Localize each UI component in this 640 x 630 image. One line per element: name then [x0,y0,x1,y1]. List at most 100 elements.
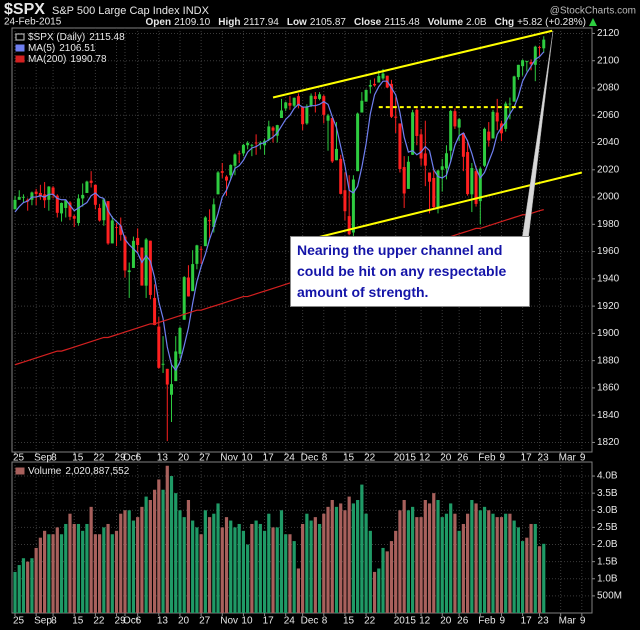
candle-body [449,110,453,151]
volume-bar [305,513,309,613]
x-tick-label: Dec [301,453,319,464]
candle-body [538,47,542,48]
x-tick-label: Sep [34,453,52,464]
y-tick-label: 2120 [597,28,620,39]
volume-bar [34,547,38,613]
y-tick-label: 1.0B [597,573,618,584]
y-tick-label: 2000 [597,192,620,203]
candle-body [229,164,233,176]
candle-body [406,161,410,189]
candle-body [318,94,322,99]
volume-bar [385,551,389,613]
x-tick-label: Nov [220,453,238,464]
candle-body [127,270,131,273]
volume-bar [330,500,334,613]
candle-body [330,117,334,162]
symbol: $SPX [4,1,45,18]
candle-body [529,62,533,65]
candle-body [170,384,174,395]
candle-body [13,199,17,210]
volume-bar [457,530,461,613]
x-tick-label: 12 [419,453,431,464]
volume-bar [356,500,360,613]
x-tick-label: Oct [123,616,139,627]
volume-bar [271,527,275,613]
volume-bar [516,527,520,613]
moving-average [14,51,545,372]
candle-body [343,190,347,212]
candle-body [21,196,25,198]
volume-bar [377,568,381,613]
x-tick-label: 12 [419,616,431,627]
y-tick-label: 2020 [597,164,620,175]
quote-label: Close [354,17,382,28]
x-tick-label: 24 [284,453,296,464]
legend-swatch [15,33,25,41]
candle-body [504,103,508,129]
volume-bar [89,506,93,613]
candle-body [153,297,157,326]
volume-bar [165,465,169,613]
x-tick-label: 8 [322,453,328,464]
candle-body [309,95,313,106]
x-tick-label: 15 [72,616,84,627]
volume-bar [144,496,148,613]
volume-bar [444,513,449,613]
quote-value: 2109.10 [174,17,211,28]
volume-bar [21,558,26,613]
candle-body [178,327,182,354]
candle-body [533,46,537,65]
candle-body [275,125,279,136]
volume-bar [169,476,174,613]
volume-bar [495,517,499,613]
candle-body [271,127,275,131]
volume-bar [470,500,474,613]
volume-bar [110,534,114,613]
x-tick-label: Mar [559,453,577,464]
candle-body [60,202,64,214]
quote-label: Open [146,17,172,28]
candle-body [241,144,245,154]
x-tick-label: 22 [364,453,376,464]
volume-bar [389,541,394,613]
candle-body [322,96,326,115]
candle-body [250,144,254,146]
volume-bar [402,500,406,613]
volume-bar [59,534,64,613]
candle-body [246,142,250,146]
candle-body [440,166,444,170]
candle-body [542,39,546,49]
volume-bar [322,513,326,613]
volume-bar [81,530,85,613]
y-tick-label: 1.5B [597,556,618,567]
candle-body [313,96,317,100]
volume-bar [43,530,47,613]
volume-bar [398,510,402,613]
volume-bar [372,571,377,613]
candle-body [508,103,512,105]
volume-bar [123,510,127,613]
candle-body [284,102,288,109]
x-tick-label: 9 [499,453,505,464]
volume-bar [284,534,288,613]
volume-bar [250,523,254,613]
volume-bar [68,513,72,613]
volume-bar [394,530,398,613]
volume-bar [26,561,30,613]
volume-bar [406,510,410,613]
volume-bar [157,479,161,613]
volume-bar [533,523,537,613]
candle-body [195,245,199,264]
volume-bar [491,513,495,613]
volume-bar [229,520,233,613]
x-tick-label: 17 [521,616,533,627]
candle-body [237,153,241,155]
volume-bar [351,503,355,613]
x-tick-label: Nov [220,616,238,627]
volume-bar [106,523,110,613]
volume-bar [364,513,368,613]
x-tick-label: Sep [34,616,52,627]
candle-body [140,247,144,286]
volume-bar [478,510,482,613]
candle-body [419,134,423,159]
